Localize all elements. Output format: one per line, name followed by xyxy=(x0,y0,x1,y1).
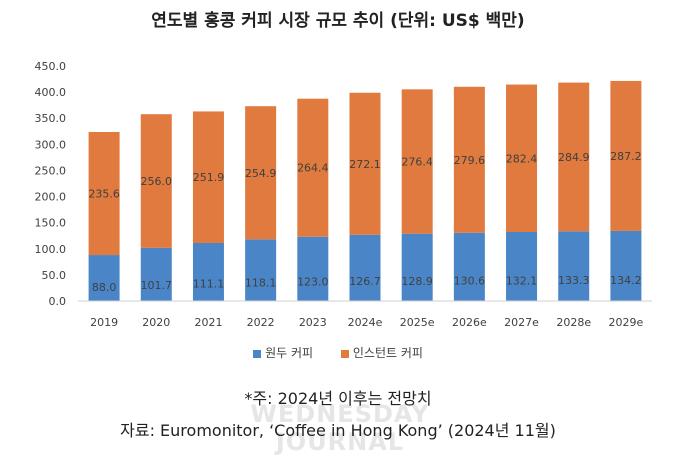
data-label: 133.3 xyxy=(558,274,590,287)
y-tick-label: 100.0 xyxy=(35,243,67,256)
bar-bean xyxy=(297,236,329,301)
bar-instant xyxy=(401,89,433,234)
legend-swatch-instant xyxy=(340,349,349,358)
bar-instant xyxy=(88,132,120,256)
y-axis: 0.0 50.0 100.0 150.0 200.0 250.0 300.0 350.0 400… xyxy=(35,60,67,308)
bar-instant xyxy=(349,92,381,235)
y-tick-label: 350.0 xyxy=(35,112,67,125)
bar-instant xyxy=(297,98,329,237)
x-tick-label: 2019 xyxy=(90,316,118,329)
data-label: 256.0 xyxy=(141,175,173,188)
bar-instant xyxy=(245,106,277,240)
bar-bean xyxy=(610,230,642,301)
x-tick-label: 2025e xyxy=(400,316,435,329)
y-tick-label: 400.0 xyxy=(35,86,67,99)
data-label: 128.9 xyxy=(401,275,433,288)
data-label: 284.9 xyxy=(558,151,590,164)
data-label: 118.1 xyxy=(245,276,277,289)
bar-bean xyxy=(401,233,433,301)
legend-swatch-bean xyxy=(253,349,262,358)
data-label: 287.2 xyxy=(610,150,642,163)
data-label: 251.9 xyxy=(193,171,225,184)
x-tick-label: 2026e xyxy=(452,316,487,329)
y-tick-label: 300.0 xyxy=(35,138,67,151)
x-tick-label: 2022 xyxy=(247,316,275,329)
data-label: 88.0 xyxy=(92,281,117,294)
bar-instant xyxy=(192,111,224,243)
legend: 원두 커피 인스턴트 커피 xyxy=(0,344,676,361)
legend-label-instant: 인스턴트 커피 xyxy=(352,346,423,360)
bar-instant xyxy=(558,82,590,232)
forecast-note: *주: 2024년 이후는 전망치 xyxy=(244,389,432,408)
legend-label-bean: 원두 커피 xyxy=(265,346,314,360)
data-label: 276.4 xyxy=(401,156,433,169)
y-tick-label: 450.0 xyxy=(35,60,67,73)
x-tick-label: 2020 xyxy=(142,316,170,329)
data-label: 132.1 xyxy=(506,274,538,287)
legend-item-instant: 인스턴트 커피 xyxy=(340,344,423,361)
data-label: 254.9 xyxy=(245,167,277,180)
data-label: 101.7 xyxy=(141,279,173,292)
bar-instant xyxy=(140,114,172,248)
watermark-text: WEDNESDAY JOURNAL xyxy=(250,400,430,456)
data-label: 279.6 xyxy=(454,154,486,167)
y-tick-label: 50.0 xyxy=(42,269,67,282)
y-tick-label: 200.0 xyxy=(35,191,67,204)
x-tick-label: 2028e xyxy=(556,316,591,329)
bar-bean xyxy=(453,232,485,301)
data-label: 111.1 xyxy=(193,278,225,291)
bar-bean xyxy=(88,255,120,301)
x-tick-label: 2023 xyxy=(299,316,327,329)
legend-item-bean: 원두 커피 xyxy=(253,344,313,361)
bar-bean xyxy=(506,232,538,301)
bar-bean xyxy=(558,231,590,301)
y-tick-label: 250.0 xyxy=(35,164,67,177)
y-tick-label: 150.0 xyxy=(35,217,67,230)
bar-bean xyxy=(192,242,224,301)
y-tick-label: 0.0 xyxy=(49,295,67,308)
data-label: 134.2 xyxy=(610,274,642,287)
bar-bean xyxy=(245,239,277,301)
chart-title: 연도별 홍콩 커피 시장 규모 추이 (단위: US$ 백만) xyxy=(151,11,525,31)
source-note: 자료: Euromonitor, ‘Coffee in Hong Kong’ (… xyxy=(120,421,556,440)
bar-instant xyxy=(506,84,538,233)
data-label: 264.4 xyxy=(297,162,329,175)
bars: 88.0 235.6 101.7 256.0 111.1 251.9 118.1 254.9 1… xyxy=(88,80,642,301)
x-axis: 2019 2020 2021 2022 2023 2024e 2025e 2026e 2027e… xyxy=(78,300,652,329)
x-tick-label: 2029e xyxy=(609,316,644,329)
bar-instant xyxy=(610,80,642,231)
x-tick-label: 2027e xyxy=(504,316,539,329)
bar-instant xyxy=(453,86,485,233)
bar-bean xyxy=(140,247,172,301)
data-label: 282.4 xyxy=(506,152,538,165)
data-label: 130.6 xyxy=(454,275,486,288)
data-label: 123.0 xyxy=(297,276,329,289)
x-tick-label: 2021 xyxy=(194,316,222,329)
data-label: 235.6 xyxy=(88,188,120,201)
data-label: 272.1 xyxy=(349,158,381,171)
bar-bean xyxy=(349,234,381,301)
data-label: 126.7 xyxy=(349,275,381,288)
x-tick-label: 2024e xyxy=(348,316,383,329)
